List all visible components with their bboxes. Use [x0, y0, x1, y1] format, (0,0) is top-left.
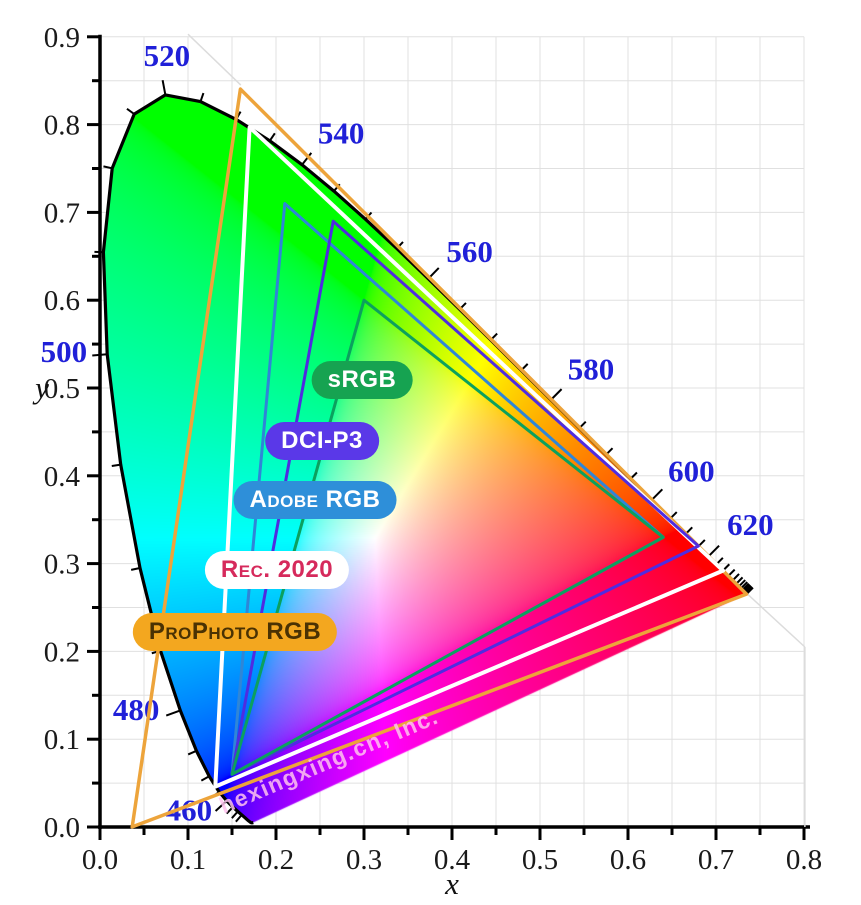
- gamut-badge-dci-p3: DCI-P3: [265, 422, 379, 460]
- svg-text:600: 600: [668, 453, 715, 488]
- svg-text:620: 620: [727, 507, 774, 542]
- gamut-badge-prophoto-rgb: ProPhoto RGB: [132, 613, 338, 651]
- x-axis-title: x: [445, 866, 459, 901]
- gamut-triangle-prophoto-rgb: [130, 87, 749, 829]
- gamut-triangle-srgb: [230, 298, 665, 776]
- gamut-badge-rec-2020: Rec. 2020: [204, 551, 350, 589]
- gamut-badge-srgb: sRGB: [311, 361, 413, 399]
- background-hull-lines: [187, 33, 806, 827]
- svg-text:580: 580: [568, 352, 615, 387]
- gamut-badge-adobe-rgb: Adobe RGB: [233, 481, 397, 519]
- svg-text:520: 520: [144, 38, 191, 73]
- svg-text:540: 540: [318, 115, 365, 150]
- gamut-triangle-rec-2020: [213, 125, 725, 789]
- svg-text:560: 560: [446, 234, 493, 269]
- svg-text:500: 500: [41, 334, 88, 369]
- y-axis-title: y: [35, 370, 49, 405]
